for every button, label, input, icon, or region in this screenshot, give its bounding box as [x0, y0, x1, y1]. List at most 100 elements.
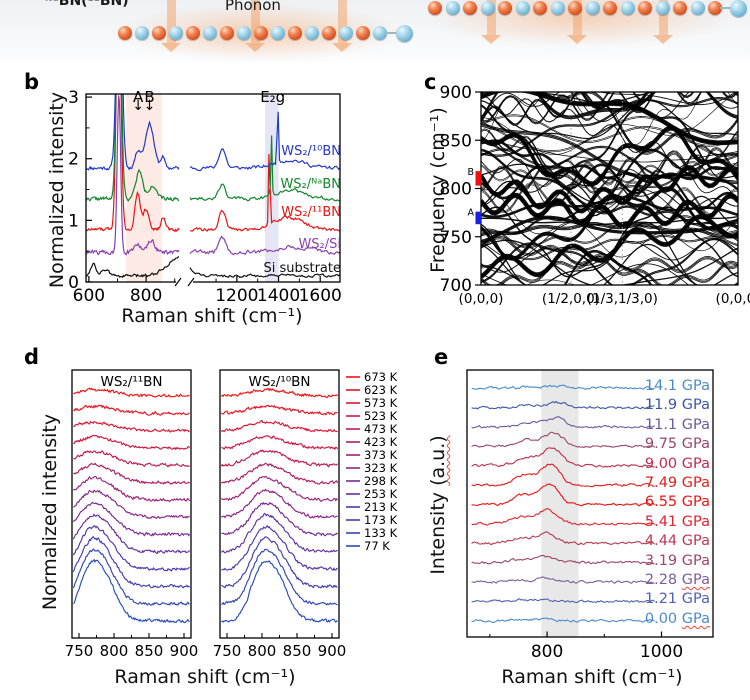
legend-label: 298 K [364, 474, 398, 488]
nitrogen-atom [445, 1, 460, 15]
mode-marker [475, 171, 482, 186]
panel-d-y-axis-label: Normalized intensity [39, 413, 61, 611]
nitrogen-atom [480, 1, 495, 15]
nitrogen-atom [373, 26, 387, 40]
boron-atom [356, 26, 370, 40]
boron-atom [288, 26, 302, 40]
nitrogen-atom [690, 1, 705, 15]
nitrogen-atom [395, 24, 413, 42]
y-tick-label: 2 [68, 150, 79, 170]
x-tick-label: 850 [283, 642, 312, 660]
nitrogen-atom [271, 26, 285, 40]
atomic-bond [386, 32, 400, 34]
boron-atom [708, 1, 722, 15]
pressure-spectrum-curve [471, 483, 655, 507]
mode-marker-label: A [468, 208, 475, 219]
subplot-title: WS₂/¹⁰BN [248, 374, 310, 390]
spectrum-curve [86, 256, 340, 279]
phonon-arrow-head-icon [161, 43, 181, 52]
x-tick-label: 750 [65, 642, 94, 660]
panel-e: e Intensity (a.u.) 800 1000 14.1 GPa 11.9 … [410, 340, 750, 700]
nitrogen-atom [169, 26, 183, 40]
nitrogen-atom [655, 1, 670, 15]
legend-label: 523 K [364, 409, 398, 423]
legend-label: 673 K [364, 370, 398, 384]
phonon-arrow-head-icon [653, 35, 673, 44]
x-tick-label: 900 [318, 642, 347, 660]
legend-label: 423 K [364, 435, 398, 449]
phonon-arrow-icon [486, 0, 496, 35]
legend-label: 473 K [364, 422, 398, 436]
y-tick-label: 1 [68, 211, 79, 231]
panel-d-x-axis-label: Raman shift (cm⁻¹) [114, 666, 296, 688]
x-tick-label: 800 [248, 642, 277, 660]
legend-label: 373 K [364, 448, 398, 462]
pressure-spectrum-curve [471, 416, 655, 429]
x-tick-label: 750 [213, 642, 242, 660]
pressure-spectrum-curve [471, 554, 655, 565]
boron-atom [322, 26, 336, 40]
nitrogen-atom [203, 26, 217, 40]
boron-atom [254, 26, 268, 40]
pressure-spectrum-curve [471, 384, 656, 390]
atomic-bond [720, 7, 732, 9]
y-tick-label: 3 [68, 88, 79, 108]
nitrogen-atom [729, 0, 747, 17]
spectrum-curve [86, 94, 340, 233]
spectrum-curve [86, 95, 340, 256]
legend-label: 253 K [364, 487, 398, 501]
panel-b: b Normalized intensity 600 800 1200 1400 160… [0, 62, 390, 340]
boron-atom [152, 26, 166, 40]
phonon-arrow-icon [166, 0, 176, 43]
pressure-spectrum-curve [471, 400, 655, 410]
phonon-arrow-head-icon [567, 35, 587, 44]
pressure-spectrum-curve [471, 617, 655, 623]
pressure-spectrum-curve [471, 576, 655, 584]
phonon-arrow-icon [337, 0, 347, 43]
boron-atom [603, 1, 617, 15]
panel-e-x-axis-label: Raman shift (cm⁻¹) [501, 666, 683, 688]
legend-label: 133 K [364, 526, 398, 540]
boron-atom [220, 26, 234, 40]
legend-label: 77 K [364, 539, 390, 553]
phonon-arrow-icon [250, 0, 260, 43]
panel-letter-e: e [434, 345, 449, 369]
boron-atom [638, 1, 652, 15]
panel-d-plot: WS₂/¹¹BN 750 800 850 900 WS₂/¹⁰BN 750 800 850 900… [65, 369, 398, 660]
x-tick-label: 1200 [215, 286, 258, 306]
nitrogen-atom [305, 26, 319, 40]
subplot-title: WS₂/¹¹BN [100, 374, 162, 390]
pressure-spectrum-curve [471, 507, 655, 526]
legend-label: 173 K [364, 513, 398, 527]
panel-e-y-axis-label-au: (a.u.) [427, 435, 449, 486]
pressure-spectrum-curve [471, 531, 655, 546]
spectrum-curve [86, 94, 340, 172]
nitrogen-atom [135, 26, 149, 40]
panel-b-x-axis-label: Raman shift (cm⁻¹) [121, 305, 303, 327]
boron-atom [568, 1, 582, 15]
nitrogen-atom [515, 1, 530, 15]
plot-frame [71, 369, 192, 639]
pressure-spectrum-curve [471, 431, 655, 449]
nitrogen-atom [620, 1, 635, 15]
y-tick-label: 750 [440, 228, 472, 248]
x-tick-label: 800 [100, 642, 129, 660]
mode-marker-label: B [467, 167, 474, 178]
panel-e-y-axis-label: Intensity (a.u.) [427, 405, 449, 605]
panel-c-plot: 700 750 800 850 900 (0,0,0) (1/2,0,0)(1/3,1/3,… [440, 83, 750, 307]
plot-frame [85, 93, 341, 283]
panel-d: d Normalized intensity WS₂/¹¹BN 750 800 850… [0, 340, 430, 700]
phonon-arrow-head-icon [332, 43, 352, 52]
boron-atom [673, 1, 687, 15]
nitrogen-atom [237, 26, 251, 40]
y-tick-label: 850 [440, 131, 472, 151]
boron-atom [533, 1, 547, 15]
pressure-spectrum-curve [471, 447, 655, 468]
boron-atom [498, 1, 512, 15]
temperature-spectra [220, 387, 339, 623]
phonon-arrow-head-icon [245, 43, 265, 52]
phonon-arrow-icon [658, 0, 668, 35]
x-tick-label: 1000 [640, 642, 683, 662]
phonon-band-lines [481, 92, 738, 285]
x-tick-label: 1400 [257, 286, 300, 306]
